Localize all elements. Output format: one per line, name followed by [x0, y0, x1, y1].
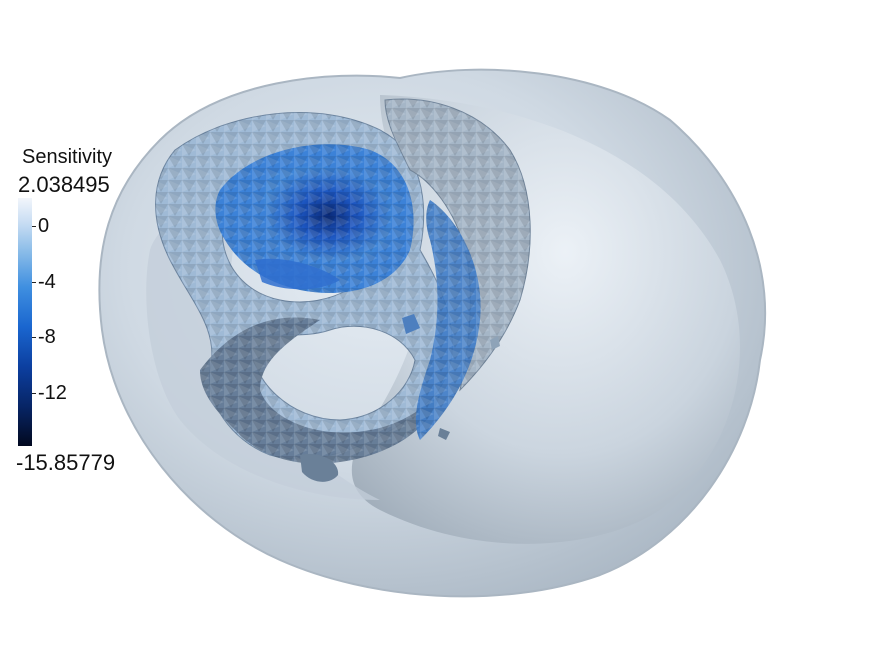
isosurface-fragment	[300, 453, 339, 482]
colorbar-tick-label: -12	[38, 381, 67, 404]
isosurface-blue-arc-facets	[415, 200, 481, 440]
legend-title: Sensitivity	[22, 146, 113, 168]
colorbar	[18, 198, 32, 446]
isosurface-fragment	[438, 428, 450, 440]
isosurface-lower-band-facets	[200, 317, 440, 464]
colorbar-tick	[32, 226, 36, 228]
colorbar-tick-label: -8	[38, 326, 56, 349]
isosurface-blue-core-facets	[215, 144, 414, 294]
colorbar-tick	[32, 392, 36, 394]
colorbar-tick-label: -4	[38, 270, 56, 293]
isosurface-fragment	[490, 336, 500, 350]
isosurface-fragment	[402, 314, 420, 334]
legend-max-label: 2.038495	[18, 172, 110, 197]
color-legend: Sensitivity 2.038495 0 -4 -8 -12 -15.85779	[16, 146, 156, 486]
colorbar-tick	[32, 281, 36, 283]
colorbar-tick	[32, 337, 36, 339]
legend-min-label: -15.85779	[16, 450, 116, 475]
isosurface-blue-patch	[255, 258, 340, 290]
isosurface-right-arc-facets	[385, 99, 531, 390]
colorbar-tick-label: 0	[38, 215, 50, 238]
